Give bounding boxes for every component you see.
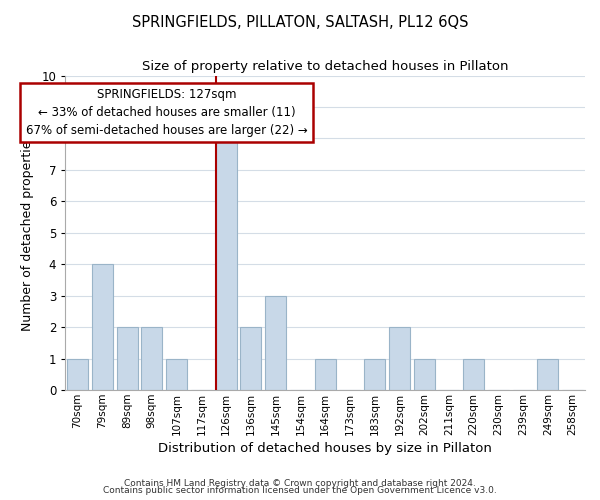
Bar xyxy=(92,264,113,390)
Bar xyxy=(67,358,88,390)
Bar xyxy=(389,327,410,390)
Bar xyxy=(265,296,286,390)
Bar xyxy=(142,327,163,390)
Bar xyxy=(314,358,335,390)
Bar xyxy=(241,327,262,390)
Y-axis label: Number of detached properties: Number of detached properties xyxy=(22,134,34,332)
Bar xyxy=(166,358,187,390)
Bar xyxy=(463,358,484,390)
Bar xyxy=(215,138,236,390)
Text: SPRINGFIELDS, PILLATON, SALTASH, PL12 6QS: SPRINGFIELDS, PILLATON, SALTASH, PL12 6Q… xyxy=(132,15,468,30)
Bar xyxy=(116,327,137,390)
X-axis label: Distribution of detached houses by size in Pillaton: Distribution of detached houses by size … xyxy=(158,442,492,455)
Title: Size of property relative to detached houses in Pillaton: Size of property relative to detached ho… xyxy=(142,60,508,73)
Bar xyxy=(538,358,559,390)
Bar xyxy=(413,358,434,390)
Text: SPRINGFIELDS: 127sqm
← 33% of detached houses are smaller (11)
67% of semi-detac: SPRINGFIELDS: 127sqm ← 33% of detached h… xyxy=(26,88,307,137)
Bar xyxy=(364,358,385,390)
Text: Contains HM Land Registry data © Crown copyright and database right 2024.: Contains HM Land Registry data © Crown c… xyxy=(124,478,476,488)
Text: Contains public sector information licensed under the Open Government Licence v3: Contains public sector information licen… xyxy=(103,486,497,495)
